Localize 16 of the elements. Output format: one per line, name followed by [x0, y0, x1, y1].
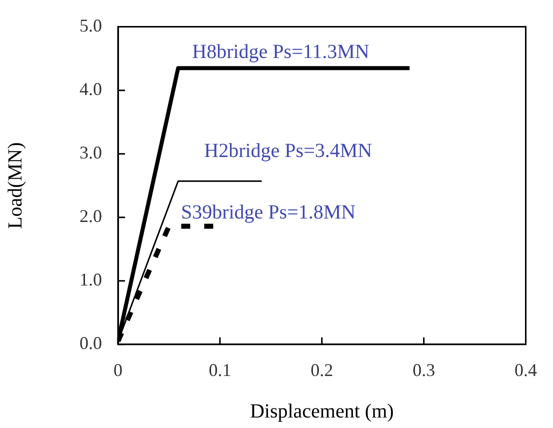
x-axis-title: Displacement (m) — [250, 400, 394, 422]
y-tick-label: 0.0 — [80, 333, 102, 354]
y-tick-label: 1.0 — [80, 270, 102, 290]
x-tick-label: 0.1 — [208, 360, 232, 380]
series-label: S39bridge Ps=1.8MN — [180, 201, 356, 224]
x-tick-label: 0.4 — [514, 360, 537, 380]
series-label: H2bridge Ps=3.4MN — [204, 140, 372, 162]
series-label: H8bridge Ps=11.3MN — [192, 41, 370, 64]
y-tick-label: 3.0 — [80, 142, 102, 163]
x-tick-label: 0.3 — [412, 360, 436, 380]
y-tick-label: 5.0 — [80, 16, 102, 36]
y-axis-title: Load(MN) — [4, 142, 26, 229]
y-tick-label: 4.0 — [80, 79, 102, 100]
y-tick-label: 2.0 — [80, 206, 102, 226]
x-tick-label: 0.2 — [310, 360, 334, 380]
x-tick-label: 0 — [114, 360, 122, 380]
